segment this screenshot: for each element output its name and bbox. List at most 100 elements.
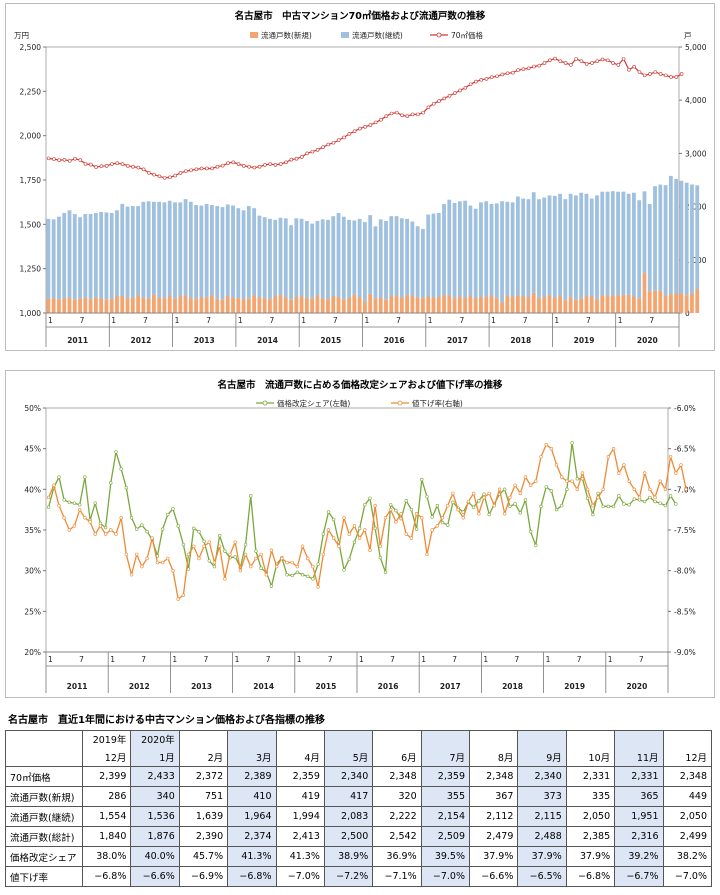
- header-year: [178, 730, 229, 748]
- bar-new: [173, 298, 177, 313]
- price-point: [89, 162, 93, 167]
- discount-line-point: [46, 495, 51, 500]
- table-cell: 2,359: [420, 766, 471, 787]
- right-tick-label: 3,000: [685, 149, 707, 158]
- share-line-point: [668, 494, 673, 498]
- legend-marker: [397, 400, 403, 406]
- table-cell: −6.8%: [565, 866, 616, 887]
- month-tick-label: 1: [235, 655, 240, 664]
- bar-continuing: [574, 195, 578, 300]
- discount-line-point: [321, 552, 326, 557]
- price-point: [621, 57, 626, 61]
- discount-line-point: [684, 487, 688, 492]
- header-year: [372, 730, 422, 748]
- bar-new: [679, 293, 684, 313]
- month-tick-label: 7: [459, 316, 464, 325]
- table-cell: 39.2%: [614, 846, 664, 867]
- bar-new: [658, 290, 663, 313]
- price-point: [263, 163, 267, 167]
- table-cell: −6.8%: [227, 866, 277, 887]
- bar-continuing: [653, 186, 657, 291]
- table-cell: −6.8%: [81, 866, 132, 887]
- bar-new: [426, 296, 431, 313]
- share-line-point: [642, 499, 647, 504]
- share-line-point: [482, 492, 486, 496]
- discount-line-point: [528, 483, 533, 487]
- bar-new: [246, 298, 251, 313]
- share-line-point: [487, 512, 491, 517]
- bar-new: [563, 300, 568, 313]
- bar-continuing: [62, 212, 67, 299]
- header-month: 2月: [178, 748, 229, 767]
- price-point: [321, 145, 325, 149]
- left-tick-label: 30%: [24, 567, 41, 576]
- bar-new: [262, 298, 267, 313]
- share-line-point: [67, 500, 72, 505]
- price-point: [384, 114, 389, 118]
- price-point: [57, 158, 61, 162]
- bar-continuing: [157, 201, 162, 298]
- bar-continuing: [299, 218, 304, 297]
- bar-continuing: [162, 202, 167, 299]
- bar-new: [273, 296, 278, 313]
- price-point: [511, 70, 515, 75]
- bar-new: [268, 299, 272, 313]
- price-point: [595, 59, 600, 63]
- price-point: [352, 129, 357, 134]
- table-cell: 2,500: [323, 826, 374, 847]
- bar-new: [405, 294, 409, 313]
- bar-continuing: [531, 192, 536, 293]
- bar-continuing: [537, 199, 541, 299]
- share-line-point: [140, 523, 144, 527]
- share-line-point: [658, 501, 662, 505]
- bar-new: [115, 296, 119, 313]
- price-point: [358, 126, 362, 131]
- discount-line-point: [378, 544, 383, 548]
- bar-continuing: [289, 225, 293, 300]
- share-line-point: [311, 577, 315, 581]
- bar-new: [315, 295, 320, 313]
- discount-line-point: [259, 552, 263, 557]
- bar-new: [410, 295, 415, 313]
- price-point: [152, 172, 156, 177]
- share-line-point: [306, 574, 310, 579]
- bar-new: [67, 297, 72, 313]
- price-point: [342, 135, 346, 140]
- bar-new: [88, 299, 93, 313]
- bar-continuing: [679, 180, 684, 294]
- bar-continuing: [410, 221, 415, 296]
- share-line-point: [388, 503, 393, 507]
- table-cell: 1,536: [130, 806, 180, 827]
- discount-line-point: [560, 475, 564, 479]
- discount-line-point: [373, 503, 377, 508]
- chart2-legend: 価格改定シェア(左軸) 値下げ率(右軸): [256, 398, 463, 408]
- discount-line-point: [425, 552, 429, 557]
- bar-continuing: [616, 191, 620, 296]
- month-tick-label: 1: [110, 655, 115, 664]
- year-label: 2016: [378, 682, 399, 691]
- price-point: [268, 162, 272, 166]
- price-point: [231, 160, 236, 165]
- bar-new: [394, 295, 399, 313]
- bar-continuing: [315, 220, 320, 296]
- share-line-point: [591, 512, 595, 517]
- table-cell: 2,385: [565, 826, 616, 847]
- share-line-point: [404, 499, 408, 503]
- share-line-point: [316, 562, 320, 566]
- bar-new: [521, 296, 526, 313]
- discount-line-point: [300, 544, 305, 548]
- price-point: [205, 166, 209, 171]
- bar-continuing: [93, 212, 98, 298]
- price-stock-chart: 名古屋市 中古マンション70㎡価格および流通戸数の推移 万円 戸 流通戸数(新規…: [14, 10, 707, 347]
- share-line-point: [648, 495, 652, 500]
- share-line-point: [539, 504, 543, 509]
- share-line-point: [109, 481, 113, 485]
- table-cell: 2,509: [420, 826, 471, 847]
- discount-line-point: [311, 564, 315, 569]
- price-point: [400, 113, 404, 118]
- bar-continuing: [320, 219, 325, 299]
- share-line-point: [269, 584, 274, 588]
- bar-continuing: [452, 202, 457, 299]
- price-point: [574, 57, 578, 61]
- price-point: [94, 165, 98, 169]
